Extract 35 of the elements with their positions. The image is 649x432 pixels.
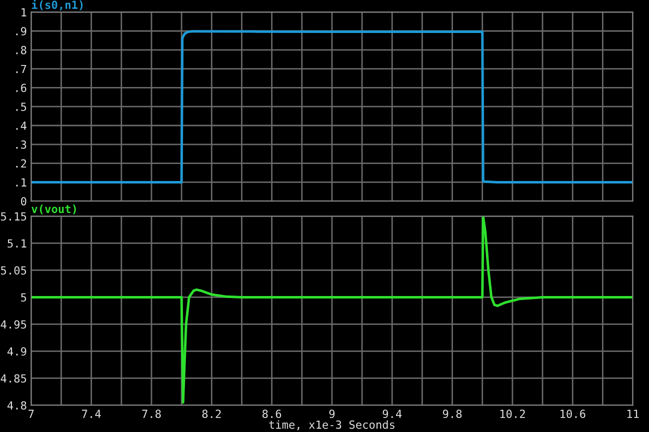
y-tick-label: .3 (16, 140, 26, 149)
y-tick-label: 0 (21, 197, 26, 206)
y-tick-label: 5 (21, 293, 26, 302)
text: i(s0,n1) (32, 0, 83, 10)
x-tick-label: 10.2 (500, 410, 525, 418)
y-tick-label: .1 (16, 178, 26, 186)
x-tick-label: 9.4 (382, 410, 402, 418)
y-tick-label: .4 (16, 122, 26, 130)
line-series (31, 216, 633, 404)
x-tick-label: 8.6 (262, 410, 282, 418)
x-tick-label: 7 (28, 410, 34, 418)
y-tick-label: .2 (16, 159, 26, 168)
y-tick-label: 4.95 (0, 320, 26, 329)
text: v(vout) (32, 204, 76, 214)
y-tick-label: 4.8 (7, 401, 26, 410)
x-axis-title: time, x1e-3 Seconds (269, 420, 394, 430)
x-tick-label: 7.4 (82, 410, 101, 418)
y-tick-label: .8 (16, 46, 26, 54)
line-series (31, 30, 633, 184)
y-tick-label: .7 (16, 64, 26, 74)
y-tick-label: .5 (16, 102, 26, 112)
y-tick-label: 4.9 (7, 347, 26, 356)
x-tick-label: 10.6 (560, 410, 586, 418)
x-tick-label: 8.2 (202, 410, 221, 418)
x-tick-label: 9.8 (442, 410, 462, 418)
x-tick-label: 7.8 (142, 410, 161, 418)
y-tick-label: 5.15 (1, 212, 26, 221)
x-tick-label: 11 (627, 410, 639, 418)
y-tick-label: 5.1 (8, 239, 26, 248)
y-tick-label: 4.85 (0, 374, 26, 383)
y-tick-label: 5.05 (1, 266, 26, 275)
x-tick-label: 9 (329, 410, 335, 418)
y-tick-label: .9 (16, 27, 26, 36)
y-tick-label: 1 (22, 8, 26, 16)
y-tick-label: .6 (16, 84, 26, 92)
